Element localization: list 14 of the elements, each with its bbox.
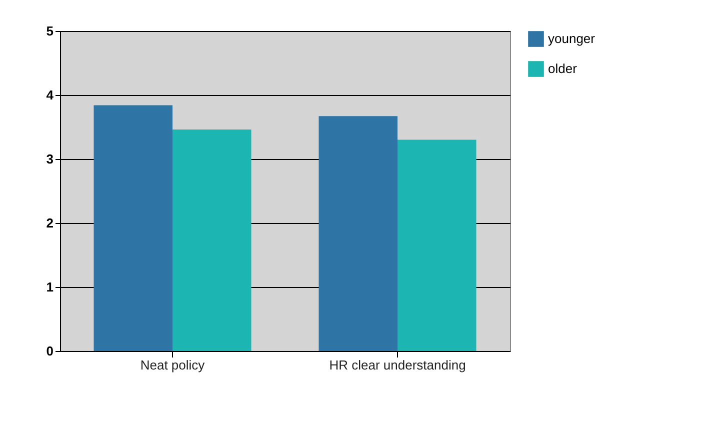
y-tick-label: 0 xyxy=(46,344,54,358)
x-tick-label: Neat policy xyxy=(140,358,206,372)
y-tick-label: 5 xyxy=(46,24,54,38)
x-tick-label: HR clear understanding xyxy=(329,358,466,372)
legend-label: older xyxy=(548,61,578,76)
bar xyxy=(318,116,398,351)
y-tick-label: 2 xyxy=(46,216,54,230)
bar xyxy=(94,105,172,351)
legend-label: younger xyxy=(548,31,596,46)
y-tick-label: 3 xyxy=(46,152,54,166)
bar xyxy=(172,130,252,351)
bar xyxy=(398,140,476,351)
y-tick-label: 1 xyxy=(46,280,54,294)
y-tick-label: 4 xyxy=(46,88,54,102)
